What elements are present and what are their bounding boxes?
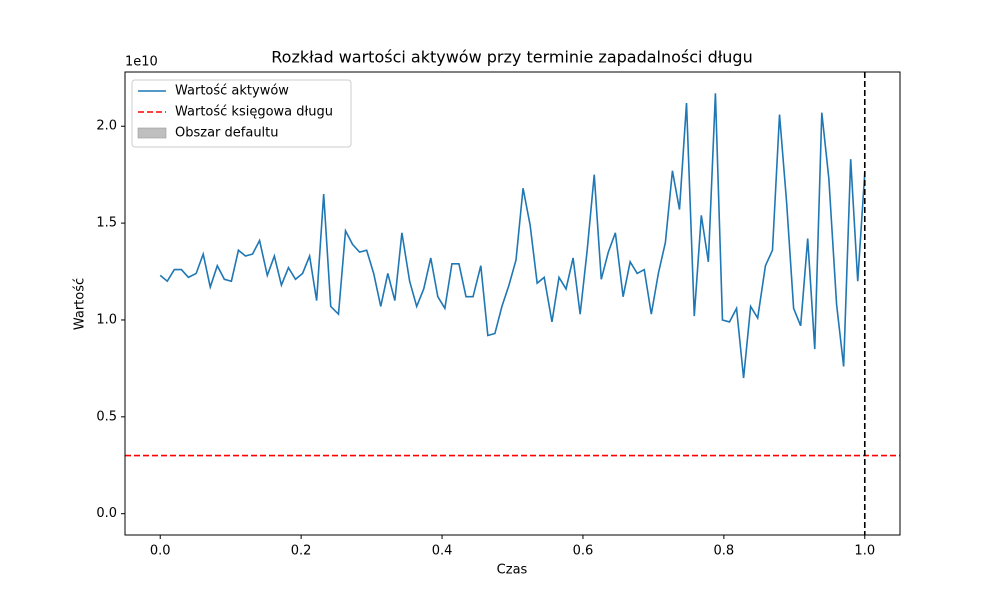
legend-label: Obszar defaultu: [175, 126, 279, 141]
x-tick-label: 0.4: [432, 544, 453, 559]
plot-frame: [124, 71, 901, 536]
y-tick-label: 1.5: [96, 216, 117, 231]
x-tick-label: 0.6: [573, 544, 594, 559]
y-offset-label: 1e10: [125, 55, 158, 70]
y-tick-label: 0.5: [96, 409, 117, 424]
y-tick-label: 2.0: [96, 119, 117, 134]
x-tick-label: 0.0: [150, 544, 171, 559]
legend-box: [131, 79, 352, 148]
x-tick-label: 1.0: [854, 544, 875, 559]
legend-swatch: [137, 127, 167, 139]
legend-label: Wartość księgowa długu: [175, 105, 333, 120]
y-axis-label: Wartość: [73, 278, 88, 330]
y-tick-label: 0.0: [96, 506, 117, 521]
y-tick-label: 1.0: [96, 312, 117, 327]
data-line: [159, 93, 866, 379]
x-tick-label: 0.2: [291, 544, 312, 559]
x-axis-label: Czas: [497, 563, 528, 578]
legend-label: Wartość aktywów: [175, 84, 289, 99]
x-tick-label: 0.8: [714, 544, 735, 559]
chart-title: Rozkład wartości aktywów przy terminie z…: [271, 48, 752, 67]
